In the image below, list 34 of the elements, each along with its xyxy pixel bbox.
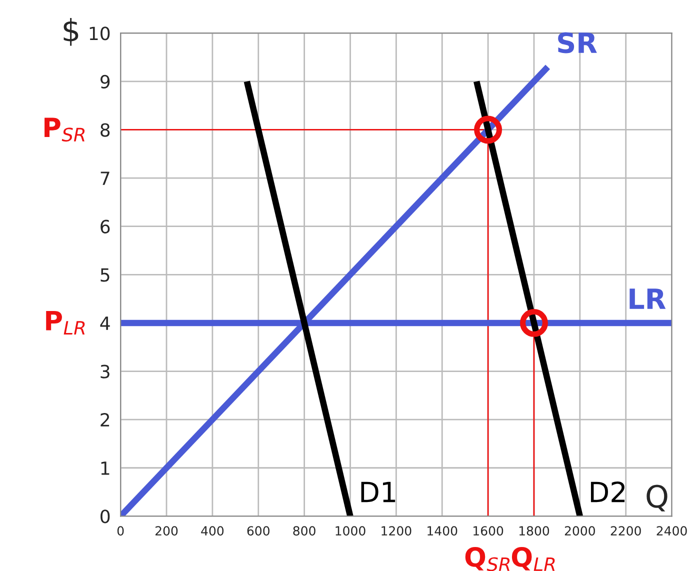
x-tick-label: 400	[201, 526, 224, 536]
y-tick-label: 10	[90, 26, 110, 40]
x-tick-label: 0	[117, 526, 124, 536]
x-tick-label: 2200	[610, 526, 641, 536]
annotation: Q$_{LR}$	[512, 547, 555, 571]
annotation: P$_{SR}$	[44, 118, 85, 142]
annotation: Q$_{SR}$	[465, 547, 510, 571]
x-tick-label: 600	[247, 526, 270, 536]
x-tick-label: 1600	[474, 526, 504, 536]
y-tick-label: 1	[101, 462, 110, 475]
series-label: D2	[590, 481, 625, 502]
y-tick-label: 7	[100, 172, 110, 185]
y-tick-label: 0	[100, 510, 110, 524]
x-tick-label: 2000	[564, 526, 595, 536]
x-tick-label: 1200	[382, 526, 412, 536]
y-tick-label: 6	[100, 220, 110, 234]
y-tick-label: 8	[100, 123, 110, 137]
x-tick-label: 2400	[656, 526, 687, 536]
x-tick-label: 1000	[336, 526, 366, 536]
y-tick-label: 2	[100, 413, 110, 426]
x-axis-title: Q	[646, 484, 668, 512]
x-tick-label: 200	[155, 526, 178, 536]
y-tick-label: 3	[100, 364, 110, 378]
series-label: SR	[558, 32, 597, 54]
annotation: P$_{LR}$	[46, 310, 85, 335]
x-tick-label: 1800	[519, 526, 550, 536]
y-tick-label: 4	[100, 316, 110, 330]
y-tick-label: 9	[100, 74, 110, 89]
y-tick-label: 5	[100, 268, 110, 282]
x-tick-label: 1400	[428, 526, 458, 536]
y-axis-title: $	[64, 18, 78, 46]
series-label: D1	[361, 482, 396, 502]
x-tick-label: 800	[293, 526, 316, 536]
series-label: LR	[630, 288, 666, 309]
